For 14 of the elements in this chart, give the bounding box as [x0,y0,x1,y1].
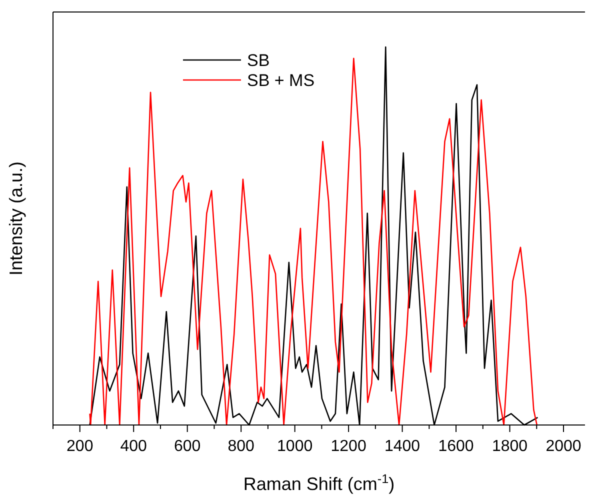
legend-label: SB [247,51,270,70]
x-tick-label: 1800 [492,438,528,455]
x-tick-label: 200 [66,438,94,455]
x-axis-title: Raman Shift (cm$^{-1}$) [243,472,395,494]
x-tick-label: 1000 [277,438,313,455]
y-axis-title: Intensity (a.u.) [6,161,26,276]
legend-label: SB + MS [247,71,315,90]
x-tick-label: 1600 [438,438,474,455]
x-tick-label: 600 [174,438,201,455]
x-tick-label: 2000 [546,438,582,455]
x-tick-label: 1200 [330,438,366,455]
x-tick-label: 800 [228,438,255,455]
x-tick-label: 1400 [384,438,420,455]
x-tick-label: 400 [120,438,148,455]
